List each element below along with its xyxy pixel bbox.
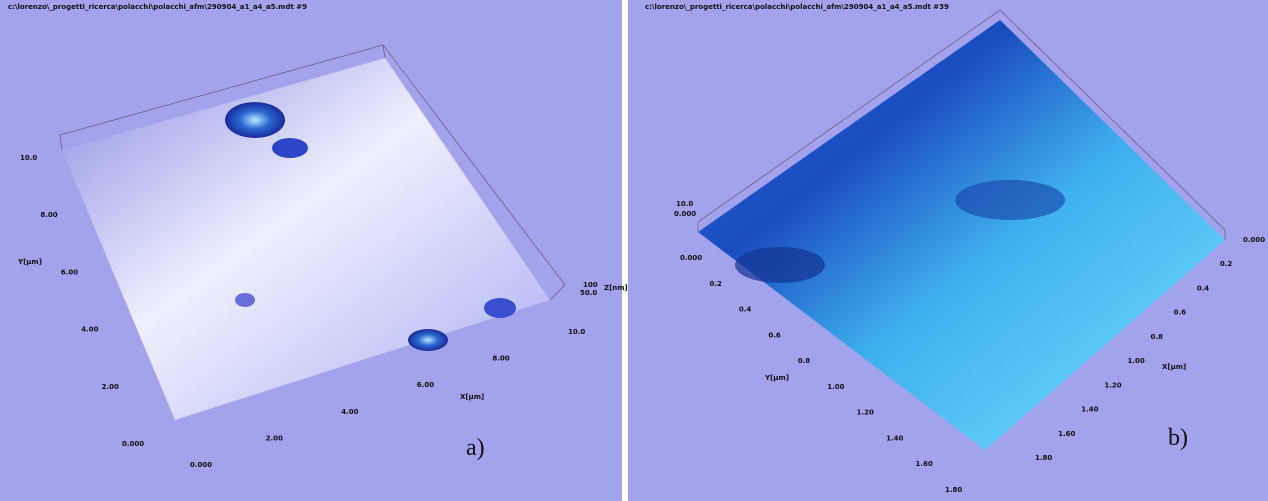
- x-axis-label: X[µm]: [460, 393, 484, 401]
- z-tick-label: 100: [583, 281, 598, 289]
- x-tick-label: 1.40: [1081, 406, 1098, 414]
- x-tick-label: 1.20: [1104, 381, 1121, 389]
- y-tick-label: 4.00: [81, 326, 98, 334]
- feature: [484, 298, 516, 318]
- x-tick-label: 1.00: [1127, 357, 1144, 365]
- panel-title: c:\lorenzo\_progetti_ricerca\polacchi\po…: [8, 3, 307, 11]
- z-tick-label: 50.0: [580, 289, 597, 297]
- y-tick-label: 1.00: [827, 383, 844, 391]
- y-tick-label: 1.80: [945, 486, 962, 494]
- panel-label: a): [466, 435, 485, 461]
- y-tick-label: 0.000: [680, 254, 702, 262]
- y-tick-label: 10.0: [20, 154, 37, 162]
- x-tick-label: 0.2: [1220, 260, 1233, 268]
- y-tick-label: 6.00: [61, 268, 78, 276]
- y-tick-label: 0.000: [122, 440, 144, 448]
- y-tick-label: 0.6: [768, 331, 781, 339]
- y-tick-label: 1.20: [857, 409, 874, 417]
- feature: [955, 180, 1065, 220]
- feature: [235, 293, 255, 307]
- feature: [408, 329, 448, 351]
- x-tick-label: 0.000: [1243, 236, 1265, 244]
- y-tick-label: 0.2: [709, 280, 722, 288]
- z-tick-label: 0.000: [674, 210, 696, 218]
- y-tick-label: 8.00: [40, 211, 57, 219]
- y-axis-label: Y[µm]: [764, 374, 789, 382]
- panel-label: b): [1168, 425, 1188, 451]
- x-tick-label: 0.4: [1197, 284, 1210, 292]
- x-tick-label: 6.00: [417, 381, 434, 389]
- panel-title: c:\lorenzo\_progetti_ricerca\polacchi\po…: [645, 3, 949, 11]
- feature: [272, 138, 308, 158]
- x-tick-label: 0.000: [190, 461, 212, 469]
- y-tick-label: 1.40: [886, 434, 903, 442]
- y-tick-label: 0.8: [798, 357, 811, 365]
- figure: c:\lorenzo\_progetti_ricerca\polacchi\po…: [0, 0, 1268, 501]
- x-axis-label: X[µm]: [1162, 363, 1186, 371]
- x-tick-label: 1.80: [1035, 454, 1052, 462]
- y-tick-label: 0.4: [739, 306, 752, 314]
- x-tick-label: 1.60: [1058, 430, 1075, 438]
- feature: [735, 247, 825, 283]
- x-tick-label: 8.00: [492, 355, 509, 363]
- x-tick-label: 0.6: [1174, 309, 1187, 317]
- feature: [225, 102, 285, 138]
- x-tick-label: 2.00: [266, 434, 283, 442]
- x-tick-label: 10.0: [568, 328, 585, 336]
- x-tick-label: 0.8: [1151, 333, 1164, 341]
- y-axis-label: Y[µm]: [17, 258, 42, 266]
- y-tick-label: 1.60: [916, 460, 933, 468]
- x-tick-label: 4.00: [341, 408, 358, 416]
- y-tick-label: 2.00: [102, 383, 119, 391]
- z-axis-label: Z[nm]: [604, 284, 628, 292]
- separator: [622, 0, 628, 501]
- z-tick-label: 10.0: [676, 200, 693, 208]
